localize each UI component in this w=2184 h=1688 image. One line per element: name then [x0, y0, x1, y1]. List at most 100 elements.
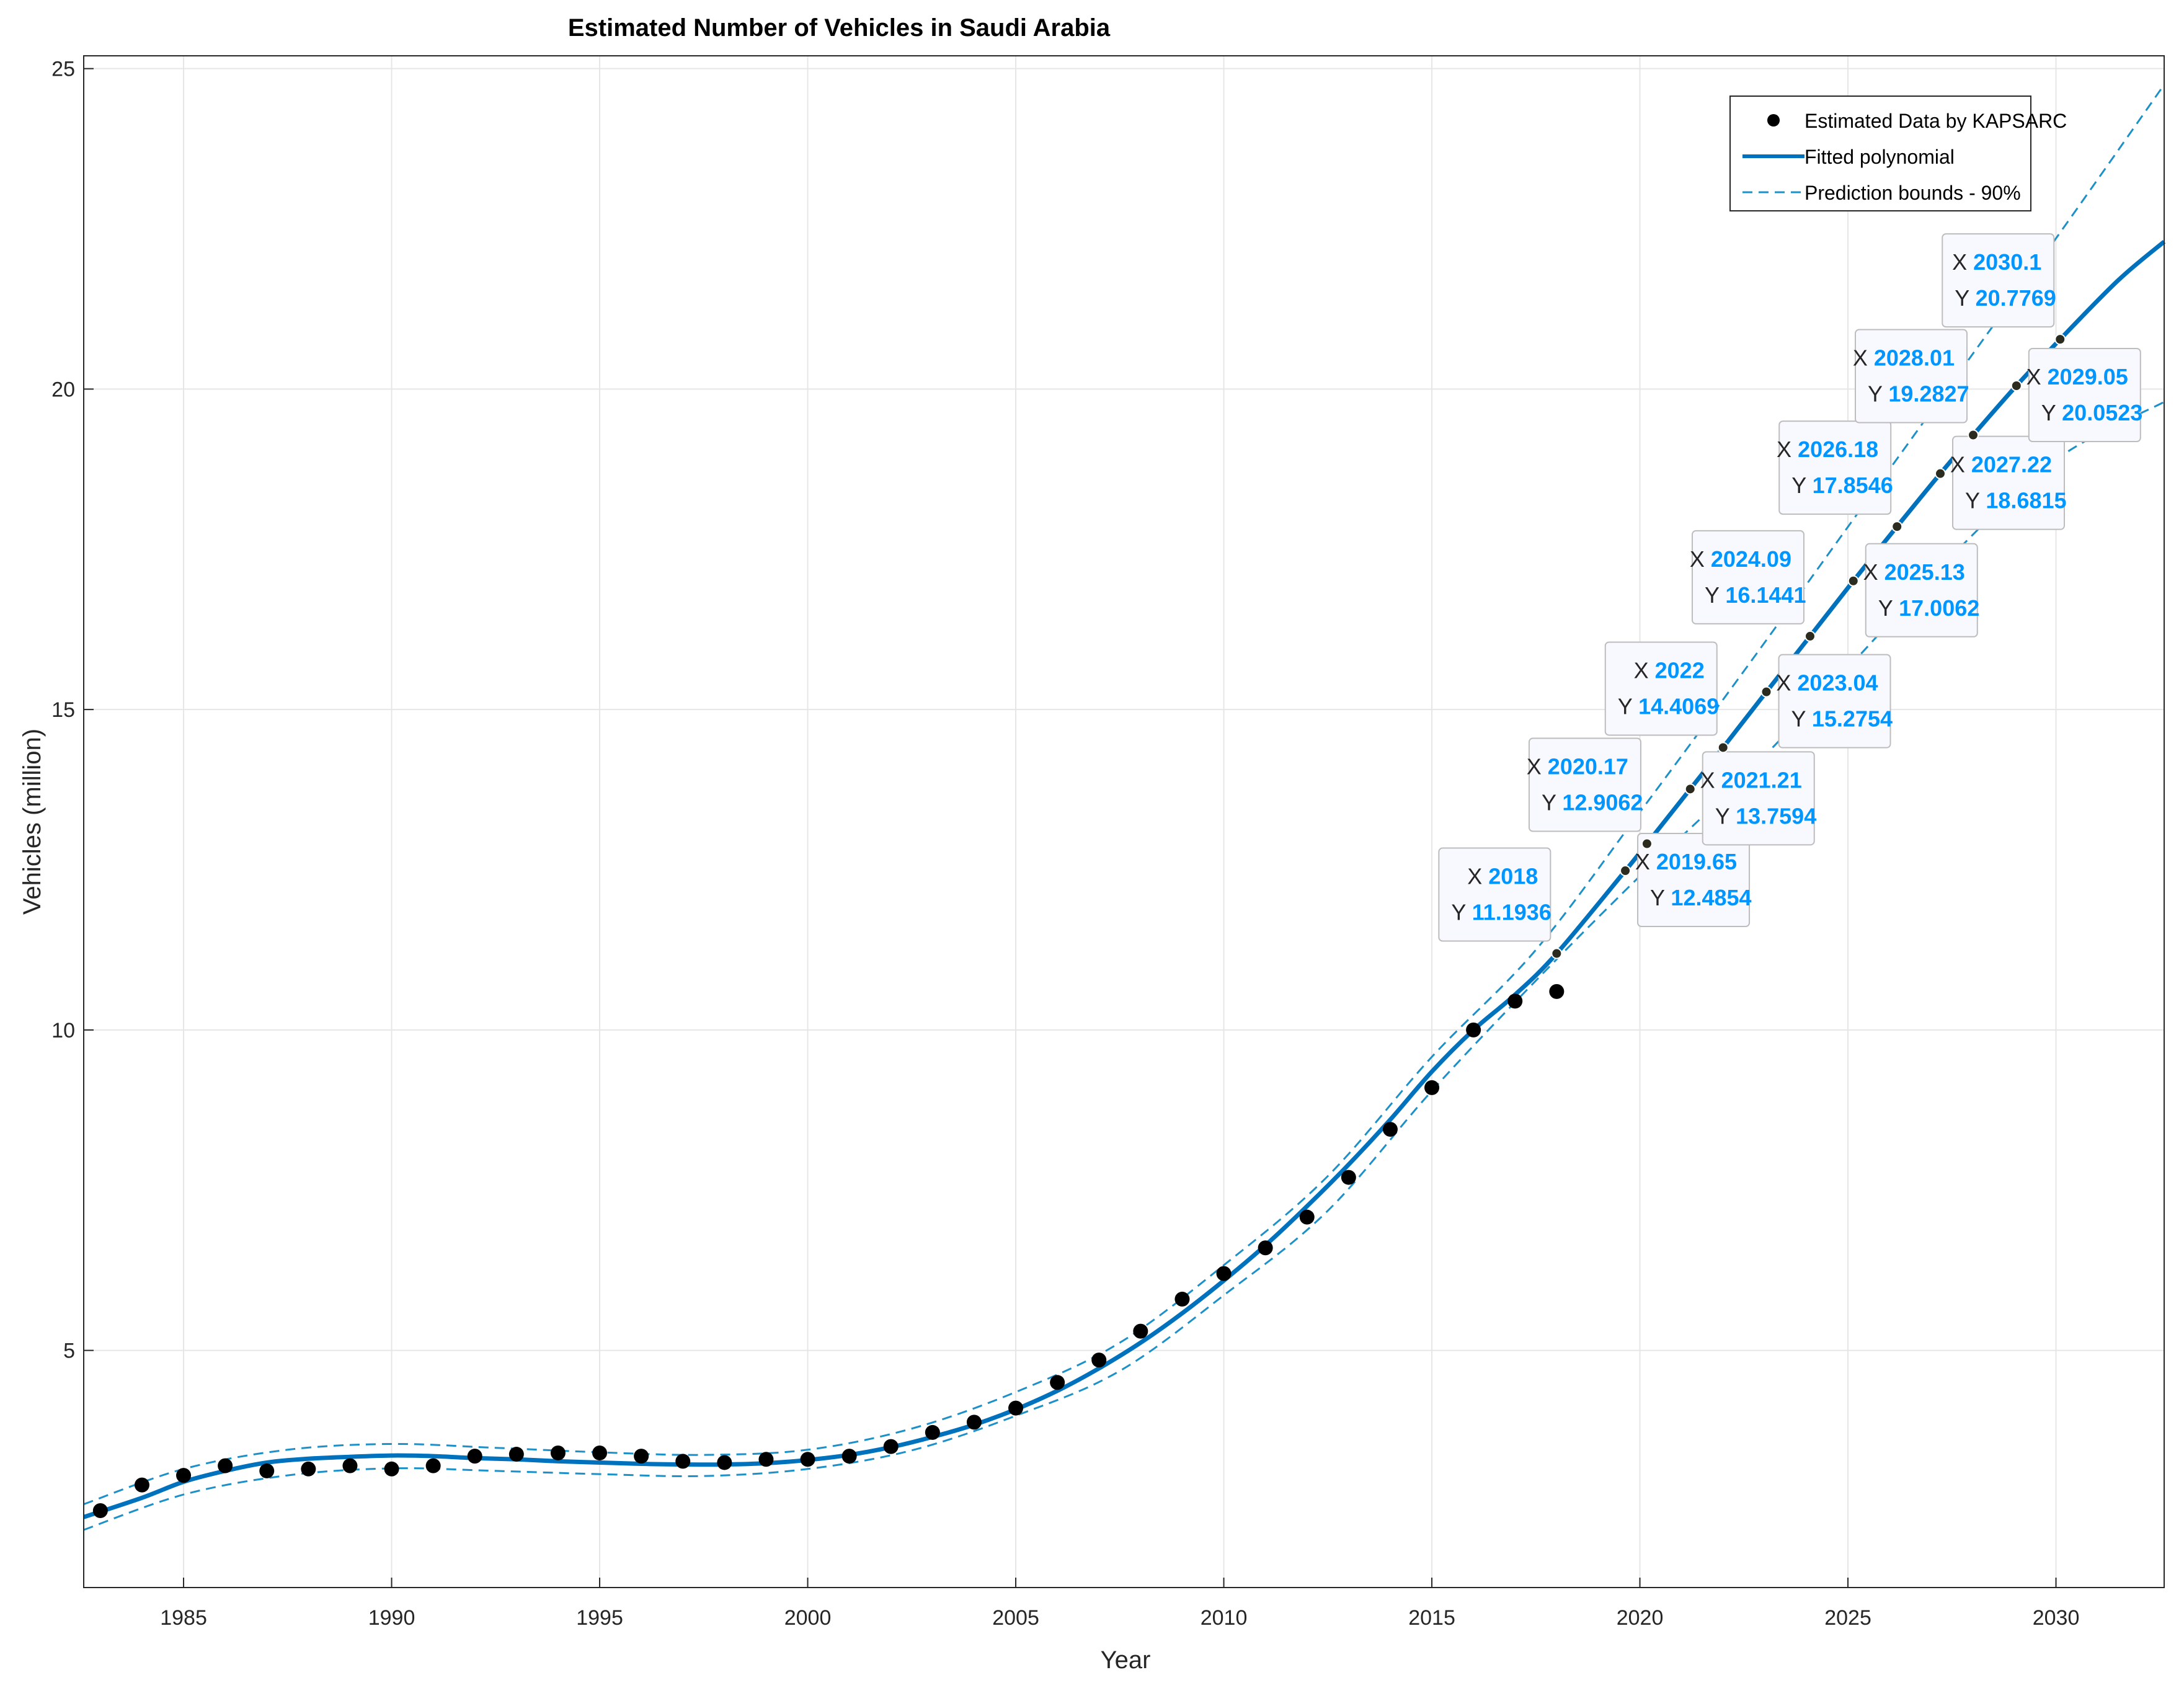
data-tip[interactable]: X 2028.01 Y 19.2827	[1853, 329, 1979, 441]
data-point	[800, 1452, 815, 1467]
legend-marker-points	[1767, 114, 1780, 127]
data-point	[176, 1468, 192, 1483]
data-point	[966, 1415, 982, 1430]
x-tick-label: 2005	[992, 1606, 1039, 1630]
data-tip-x: X 2020.17	[1527, 754, 1628, 780]
data-point	[1299, 1209, 1315, 1225]
data-tip-x: X 2026.18	[1777, 437, 1878, 462]
x-tick-label: 1995	[576, 1606, 623, 1630]
data-tip-y-value: 12.4854	[1671, 885, 1751, 910]
data-tip-y-value: 11.1936	[1472, 900, 1551, 925]
data-tip-y-value: 14.4069	[1638, 693, 1719, 719]
data-tip-x-prefix: X	[1952, 249, 1973, 275]
data-tip-x: X 2030.1	[1952, 249, 2041, 275]
data-tip-y-prefix: Y	[1868, 381, 1888, 407]
data-point	[883, 1439, 899, 1454]
data-tip-box	[1604, 641, 1718, 736]
data-tip-marker[interactable]	[1551, 948, 1563, 959]
data-tip-y-prefix: Y	[1650, 885, 1671, 910]
data-tip-y: Y 13.7594	[1715, 803, 1817, 828]
data-tip-marker[interactable]	[1717, 742, 1729, 753]
data-point	[1050, 1375, 1065, 1390]
x-axis-label: Year	[1101, 1646, 1151, 1674]
data-tip-box	[1702, 751, 1815, 846]
data-tip[interactable]: X 2019.65 Y 12.4854	[1620, 833, 1752, 928]
data-tip-y-prefix: Y	[1715, 803, 1736, 828]
data-tip-marker[interactable]	[1968, 429, 1979, 441]
data-tip[interactable]: X 2018 Y 11.1936	[1438, 847, 1563, 959]
y-tick-label: 5	[63, 1339, 75, 1363]
data-tip[interactable]: X 2029.05 Y 20.0523	[2010, 348, 2143, 443]
data-tip-x-value: 2019.65	[1656, 849, 1737, 874]
data-tip-y-prefix: Y	[1791, 473, 1812, 498]
data-point	[1133, 1323, 1148, 1339]
data-tip-marker[interactable]	[1891, 521, 1903, 533]
data-tip-y-value: 16.1441	[1725, 582, 1806, 608]
data-point	[1507, 993, 1523, 1009]
data-tip-y: Y 15.2754	[1791, 706, 1893, 732]
data-tip-x: X 2021.21	[1700, 767, 1802, 793]
data-tip-marker[interactable]	[1847, 575, 1859, 587]
data-tip[interactable]: X 2020.17 Y 12.9062	[1527, 737, 1653, 850]
data-tip-y-prefix: Y	[1542, 790, 1562, 815]
data-point	[508, 1447, 524, 1462]
data-tip-y-value: 17.8546	[1813, 473, 1893, 498]
data-tip-y: Y 12.9062	[1542, 790, 1643, 815]
data-point	[592, 1445, 608, 1460]
data-tip-marker[interactable]	[1804, 630, 1816, 642]
data-tip-y-value: 17.0062	[1899, 595, 1979, 621]
data-tip-box	[1438, 847, 1551, 942]
data-tip[interactable]: X 2030.1 Y 20.7769	[1942, 233, 2066, 345]
y-tick-label: 15	[51, 698, 75, 722]
data-point	[301, 1461, 316, 1477]
data-tip-box	[1778, 420, 1892, 515]
data-tip-x: X 2025.13	[1863, 559, 1965, 585]
data-point	[342, 1458, 358, 1473]
data-tip-y-prefix: Y	[1705, 582, 1725, 608]
data-point	[92, 1503, 108, 1518]
data-tip-y-prefix: Y	[2041, 400, 2062, 425]
y-tick-label: 10	[51, 1019, 75, 1042]
data-tip[interactable]: X 2022 Y 14.4069	[1604, 641, 1729, 753]
data-tip-x: X 2018	[1467, 864, 1538, 889]
data-tip-marker[interactable]	[2010, 380, 2022, 392]
x-tick-label: 2010	[1201, 1606, 1248, 1630]
legend-label-points: Estimated Data by KAPSARC	[1804, 110, 2067, 132]
data-tip-y: Y 20.0523	[2041, 400, 2143, 425]
data-tip[interactable]: X 2021.21 Y 13.7594	[1684, 751, 1817, 846]
data-tip-marker[interactable]	[1760, 686, 1772, 698]
data-tip-x-value: 2029.05	[2048, 364, 2128, 389]
data-tip[interactable]: X 2025.13 Y 17.0062	[1847, 543, 1980, 637]
axes-box	[83, 55, 2165, 1588]
data-point	[218, 1458, 233, 1473]
data-tip-marker[interactable]	[1935, 468, 1947, 479]
data-tip-marker[interactable]	[1641, 838, 1653, 850]
y-axis-label: Vehicles (million)	[19, 729, 46, 915]
data-tip-x-prefix: X	[2026, 364, 2048, 389]
data-point	[550, 1445, 566, 1460]
data-tip-x-prefix: X	[1777, 437, 1798, 462]
data-tip[interactable]: X 2024.09 Y 16.1441	[1690, 530, 1816, 642]
data-tip-marker[interactable]	[1684, 783, 1696, 795]
data-tip-box	[1691, 530, 1804, 624]
data-point	[1008, 1400, 1024, 1416]
chart-title: Estimated Number of Vehicles in Saudi Ar…	[568, 14, 1111, 42]
data-tip-x: X 2029.05	[2026, 364, 2128, 389]
data-tip-x: X 2019.65	[1635, 849, 1737, 874]
data-tip[interactable]: X 2027.22 Y 18.6815	[1935, 435, 2067, 530]
data-tip-x-value: 2025.13	[1884, 559, 1965, 585]
data-tip-x: X 2027.22	[1950, 452, 2052, 478]
x-tick-label: 2015	[1408, 1606, 1455, 1630]
data-tip-marker[interactable]	[1620, 865, 1631, 877]
x-tick-label: 2025	[1824, 1606, 1871, 1630]
data-tip-y-prefix: Y	[1791, 706, 1812, 732]
data-tip-y-prefix: Y	[1955, 285, 1975, 311]
data-tip[interactable]: X 2026.18 Y 17.8546	[1777, 420, 1903, 533]
data-tip-marker[interactable]	[2054, 334, 2066, 345]
fitted-polynomial	[82, 240, 2166, 1519]
data-tip-x-value: 2018	[1488, 864, 1538, 889]
data-tip[interactable]: X 2023.04 Y 15.2754	[1760, 654, 1893, 748]
data-tip-y: Y 19.2827	[1868, 381, 1969, 407]
data-tip-x-prefix: X	[1700, 767, 1721, 793]
data-tip-y-value: 18.6815	[1986, 488, 2066, 513]
